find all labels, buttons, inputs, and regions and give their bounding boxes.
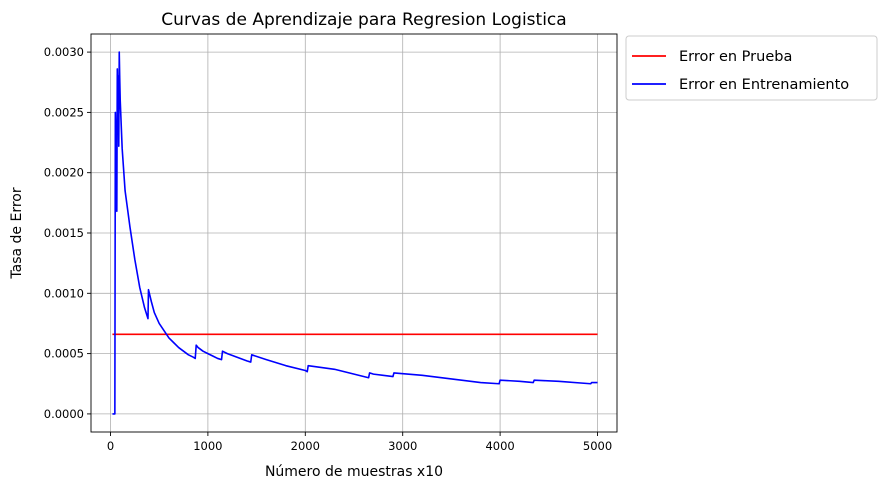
legend-label: Error en Prueba	[679, 49, 792, 65]
x-tick-label: 3000	[388, 439, 417, 453]
legend-box	[625, 35, 878, 101]
y-axis-label: Tasa de Error	[9, 187, 25, 279]
legend-label: Error en Entrenamiento	[679, 77, 849, 93]
x-axis-label: Número de muestras x10	[265, 464, 443, 480]
y-tick-label: 0.0030	[44, 45, 84, 59]
series-layer	[112, 51, 598, 415]
x-tick-label: 5000	[583, 439, 612, 453]
chart-title: Curvas de Aprendizaje para Regresion Log…	[161, 10, 566, 30]
y-tick-label: 0.0015	[44, 226, 84, 240]
x-tick-label: 4000	[485, 439, 514, 453]
series-line-train-error	[112, 51, 598, 415]
x-tick-label: 1000	[193, 439, 222, 453]
legend: Error en Prueba Error en Entrenamiento	[625, 35, 878, 101]
y-tick-label: 0.0020	[44, 166, 84, 180]
x-tick-label: 2000	[291, 439, 320, 453]
y-tick-label: 0.0000	[44, 407, 84, 421]
x-tick-label: 0	[107, 439, 114, 453]
y-tick-label: 0.0005	[44, 347, 84, 361]
y-tick-label: 0.0010	[44, 286, 84, 300]
axes-layer: 0 1000 2000 3000 4000 5000 0.0000 0.0005 0.0010 0…	[44, 33, 618, 453]
y-tick-label: 0.0025	[44, 105, 84, 119]
grid-layer	[91, 34, 617, 432]
